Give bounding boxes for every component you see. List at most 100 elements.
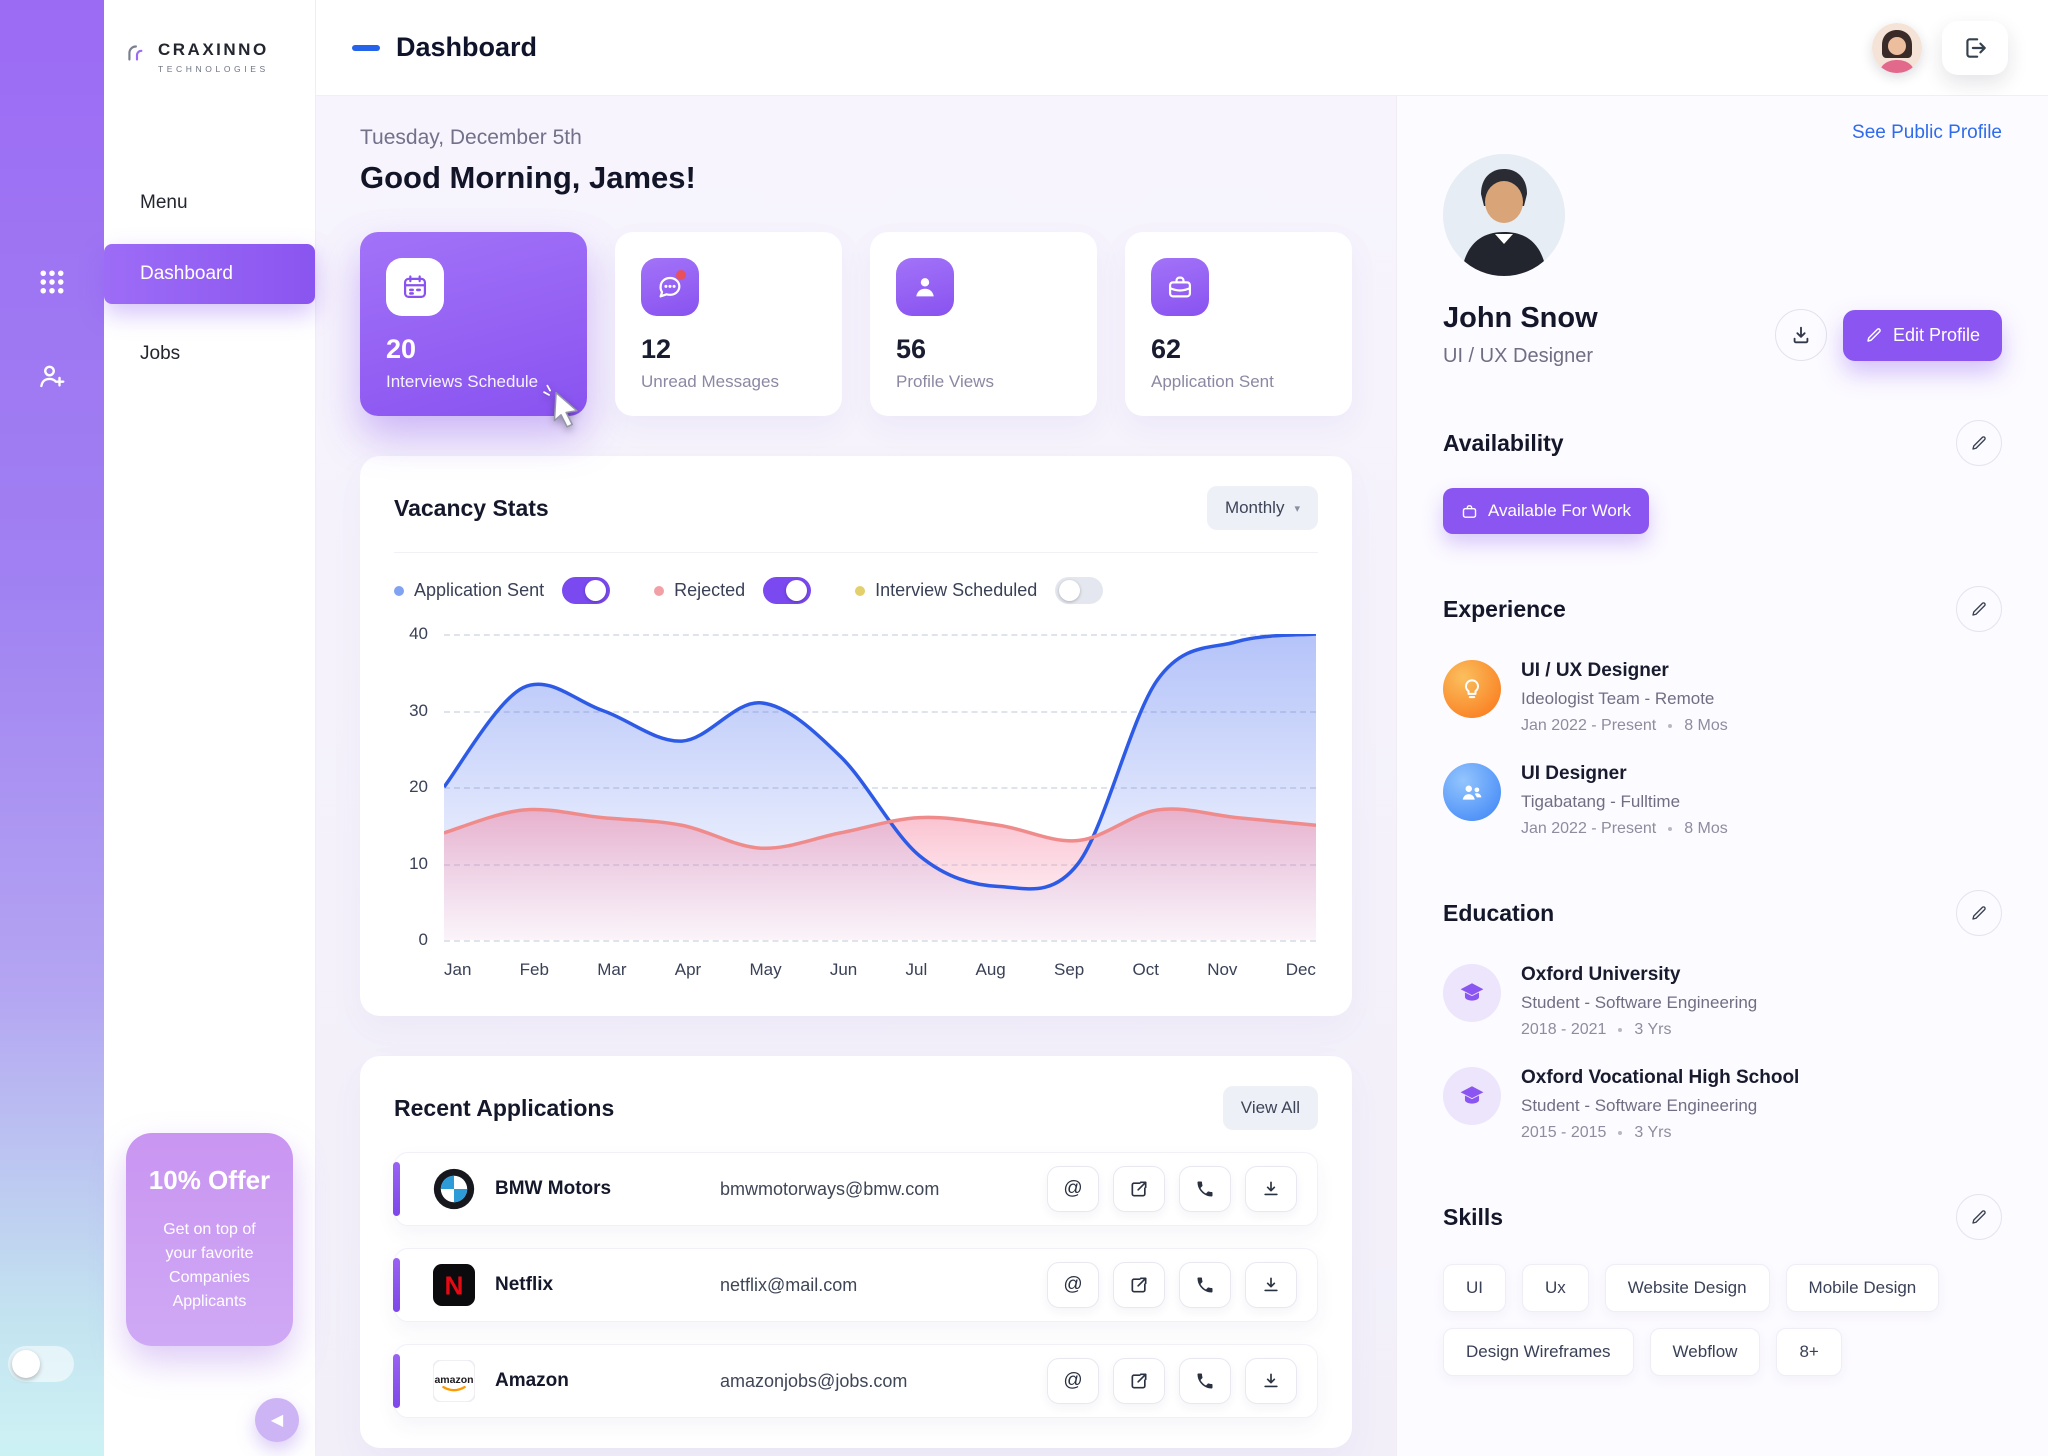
edit-availability-button[interactable] xyxy=(1956,420,2002,466)
education-subtitle: Student - Software Engineering xyxy=(1521,993,1758,1012)
download-icon xyxy=(1264,1181,1278,1196)
toggle-knob xyxy=(12,1350,40,1378)
chart-plot-area xyxy=(444,634,1316,942)
download-cv-button[interactable] xyxy=(1774,309,1827,361)
edit-profile-button[interactable]: Edit Profile xyxy=(1842,309,2002,361)
x-axis-tick: Sep xyxy=(1054,960,1085,979)
skill-chip[interactable]: 8+ xyxy=(1776,1328,1842,1376)
sidebar-item-jobs[interactable]: Jobs xyxy=(140,343,181,364)
stat-value: 62 xyxy=(1151,334,1182,364)
application-row-amazon[interactable]: amazon Amazon amazonjobs@jobs.com @ xyxy=(393,1344,1318,1418)
team-icon xyxy=(1443,763,1501,821)
legend-label: Rejected xyxy=(674,580,746,600)
header-user-avatar[interactable] xyxy=(1872,22,1922,73)
offer-title: 10% Offer xyxy=(148,1165,271,1195)
company-email: amazonjobs@jobs.com xyxy=(720,1370,908,1391)
available-for-work-badge[interactable]: Available For Work xyxy=(1443,488,1649,534)
graduation-cap-icon xyxy=(1443,1067,1501,1125)
skill-chip[interactable]: Webflow xyxy=(1649,1328,1761,1376)
sidebar-mode-toggle[interactable] xyxy=(8,1346,74,1382)
view-all-button[interactable]: View All xyxy=(1222,1086,1318,1130)
y-axis-tick: 30 xyxy=(409,700,428,720)
skill-chip[interactable]: Ux xyxy=(1522,1264,1589,1312)
edit-education-button[interactable] xyxy=(1956,890,2002,936)
offer-body: Get on top of your favorite Companies Ap… xyxy=(163,1221,256,1310)
education-period: 2015 - 2015 xyxy=(1521,1124,1607,1141)
calendar-icon xyxy=(386,258,444,316)
add-user-icon[interactable] xyxy=(28,352,76,400)
dot-separator xyxy=(1668,724,1673,728)
profile-panel: See Public Profile John Snow UI / UX Des… xyxy=(1396,96,2048,1456)
rejected-toggle[interactable] xyxy=(763,577,812,604)
profile-avatar[interactable] xyxy=(1443,154,1565,276)
email-button[interactable]: @ xyxy=(1047,1166,1099,1212)
download-button[interactable] xyxy=(1245,1358,1297,1404)
open-link-button[interactable] xyxy=(1113,1358,1165,1404)
download-icon xyxy=(1264,1277,1278,1292)
stat-card-applications-sent[interactable]: 62 Application Sent xyxy=(1125,232,1352,416)
stat-label: Application Sent xyxy=(1151,372,1274,391)
briefcase-icon xyxy=(1151,258,1209,316)
application-sent-toggle[interactable] xyxy=(562,577,611,604)
person-icon xyxy=(896,258,954,316)
experience-duration: 8 Mos xyxy=(1684,820,1728,837)
profile-name: John Snow xyxy=(1443,302,1598,334)
call-button[interactable] xyxy=(1179,1166,1231,1212)
chevron-down-icon: ▾ xyxy=(1294,502,1300,515)
stat-label: Unread Messages xyxy=(641,372,779,391)
pencil-icon xyxy=(1972,906,1986,920)
open-link-button[interactable] xyxy=(1113,1262,1165,1308)
row-accent-bar xyxy=(393,1354,400,1408)
greeting-title: Good Morning, James! xyxy=(360,160,696,195)
gridline xyxy=(444,710,1316,713)
email-button[interactable]: @ xyxy=(1047,1262,1099,1308)
gridline xyxy=(444,787,1316,789)
skill-chip[interactable]: Website Design xyxy=(1604,1264,1770,1312)
brand-subtitle: TECHNOLOGIES xyxy=(158,64,269,74)
education-title: Oxford Vocational High School xyxy=(1521,1067,1800,1088)
skill-chip[interactable]: UI xyxy=(1443,1264,1506,1312)
offer-card[interactable]: 10% Offer Get on top of your favorite Co… xyxy=(126,1133,293,1346)
education-duration: 3 Yrs xyxy=(1634,1021,1672,1038)
chart-series-svg xyxy=(444,634,1316,940)
logout-button[interactable] xyxy=(1942,20,2008,75)
education-item: Oxford Vocational High School Student - … xyxy=(1443,1067,2002,1142)
collapse-sidebar-button[interactable]: ◀ xyxy=(255,1398,299,1442)
legend-interview-scheduled: Interview Scheduled xyxy=(855,577,1104,604)
stat-card-interviews[interactable]: 20 Interviews Schedule xyxy=(360,232,587,428)
application-row-bmw[interactable]: BMW Motors bmwmotorways@bmw.com @ xyxy=(393,1152,1318,1226)
brand-name: CRAXINNO xyxy=(158,40,269,59)
see-public-profile-link[interactable]: See Public Profile xyxy=(1852,122,2002,143)
phone-icon xyxy=(1197,1373,1213,1389)
email-button[interactable]: @ xyxy=(1047,1358,1099,1404)
period-select[interactable]: Monthly ▾ xyxy=(1206,486,1318,530)
phone-icon xyxy=(1197,1277,1213,1293)
company-name: Amazon xyxy=(495,1370,569,1391)
sidebar-item-dashboard[interactable]: Dashboard xyxy=(104,244,315,304)
open-link-button[interactable] xyxy=(1113,1166,1165,1212)
x-axis-tick: Dec xyxy=(1285,960,1316,979)
edit-experience-button[interactable] xyxy=(1956,586,2002,632)
experience-title: UI / UX Designer xyxy=(1521,660,1669,681)
svg-text:N: N xyxy=(445,1271,464,1301)
stat-card-profile-views[interactable]: 56 Profile Views xyxy=(870,232,1097,416)
experience-heading: Experience xyxy=(1443,595,1566,622)
availability-heading: Availability xyxy=(1443,429,1564,456)
edit-skills-button[interactable] xyxy=(1956,1194,2002,1240)
pencil-icon xyxy=(1972,602,1986,616)
download-button[interactable] xyxy=(1245,1166,1297,1212)
application-row-netflix[interactable]: N Netflix netflix@mail.com @ xyxy=(393,1248,1318,1322)
skill-chip[interactable]: Design Wireframes xyxy=(1443,1328,1634,1376)
download-button[interactable] xyxy=(1245,1262,1297,1308)
y-axis-tick: 0 xyxy=(418,930,428,949)
interview-scheduled-toggle[interactable] xyxy=(1055,577,1104,604)
stat-card-messages[interactable]: 12 Unread Messages xyxy=(615,232,842,416)
call-button[interactable] xyxy=(1179,1262,1231,1308)
skill-chip[interactable]: Mobile Design xyxy=(1785,1264,1940,1312)
apps-grid-icon[interactable] xyxy=(28,258,76,306)
call-button[interactable] xyxy=(1179,1358,1231,1404)
legend-dot xyxy=(654,585,665,596)
brand-logo-icon xyxy=(128,45,143,61)
y-axis-tick: 40 xyxy=(409,624,428,643)
